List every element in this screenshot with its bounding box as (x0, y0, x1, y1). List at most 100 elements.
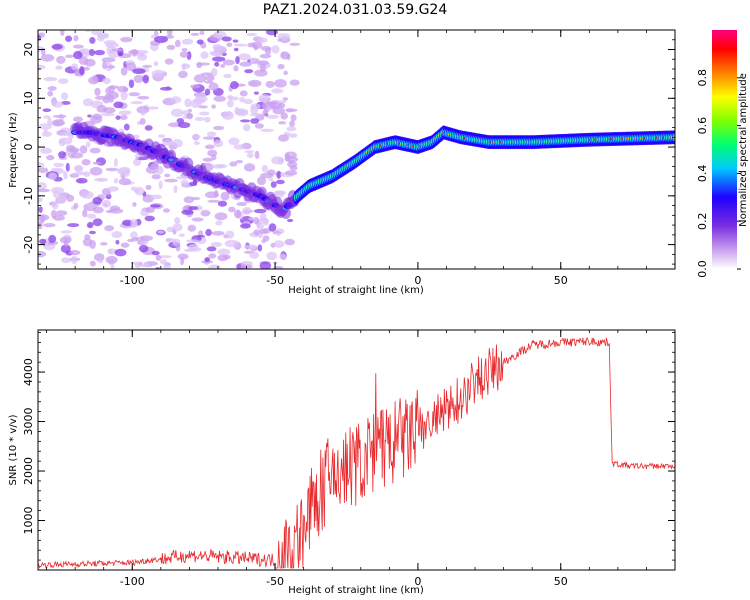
noise-blob (200, 51, 209, 60)
noise-blob (212, 56, 226, 62)
noise-blob (205, 228, 212, 237)
noise-blob (260, 172, 274, 179)
noise-blob (202, 136, 217, 140)
noise-blob (157, 230, 164, 234)
noise-blob (108, 248, 113, 255)
noise-blob (41, 47, 46, 56)
noise-blob (284, 156, 299, 163)
noise-blob (108, 85, 115, 94)
noise-blob (253, 229, 260, 236)
noise-blob (98, 259, 104, 264)
noise-blob (204, 80, 214, 84)
noise-blob (142, 75, 150, 84)
noise-blob (56, 55, 66, 64)
noise-blob (277, 102, 286, 109)
noise-blob (204, 144, 215, 150)
noise-blob (97, 32, 108, 39)
noise-blob (284, 170, 298, 176)
noise-blob (164, 178, 178, 183)
noise-blob (102, 96, 111, 104)
noise-blob (86, 213, 97, 219)
noise-blob (203, 116, 211, 123)
noise-blob (53, 190, 60, 199)
noise-blob (107, 186, 119, 192)
colorbar-tick-label: 0.0 (696, 260, 709, 278)
noise-blob (133, 74, 144, 84)
noise-blob (94, 49, 106, 56)
noise-blob (232, 39, 239, 43)
noise-blob (239, 97, 246, 103)
noise-blob (38, 91, 41, 97)
y-tick-label: 0 (22, 144, 35, 151)
noise-blob (273, 190, 287, 196)
noise-blob (170, 96, 182, 104)
noise-blob (178, 70, 188, 79)
noise-blob (85, 141, 91, 148)
noise-blob (175, 176, 190, 180)
noise-blob (89, 147, 101, 154)
noise-blob (220, 191, 230, 201)
noise-blob (82, 209, 88, 218)
noise-blob (286, 126, 297, 132)
noise-blob (248, 79, 262, 88)
snr-axes: -100 -50 0 50 1000 2000 3000 4000 (22, 330, 676, 588)
x-tick-label: 50 (554, 575, 568, 588)
noise-blob (210, 51, 223, 57)
noise-blob (117, 52, 124, 56)
noise-blob (114, 248, 127, 257)
noise-blob (65, 54, 74, 58)
noise-blob (262, 235, 270, 242)
noise-blob (279, 253, 287, 260)
noise-blob (60, 30, 65, 37)
noise-blob (175, 243, 181, 252)
noise-blob (93, 253, 105, 262)
noise-blob (81, 159, 91, 166)
noise-blob (238, 108, 245, 116)
noise-blob (120, 66, 128, 76)
noise-blob (70, 255, 78, 265)
snr-frame (37, 329, 676, 571)
x-tick-label: -50 (266, 274, 284, 287)
noise-blob (273, 240, 285, 248)
noise-blob (211, 230, 225, 236)
noise-blob (233, 47, 239, 52)
x-tick-label: 50 (554, 274, 568, 287)
noise-blob (60, 131, 75, 137)
noise-blob (220, 64, 226, 68)
noise-blob (120, 91, 128, 101)
noise-blob (53, 162, 65, 168)
noise-blob (202, 157, 214, 162)
y-tick-label: 1000 (22, 507, 35, 535)
noise-blob (113, 177, 119, 184)
noise-blob (235, 56, 240, 65)
noise-blob (230, 80, 239, 90)
noise-blob (200, 209, 211, 217)
noise-blob (38, 188, 51, 193)
noise-blob (92, 196, 103, 205)
noise-blob (61, 257, 71, 264)
noise-blob (258, 228, 268, 235)
y-tick-label: 2000 (22, 457, 35, 485)
noise-blob (41, 131, 52, 137)
noise-blob (100, 242, 108, 246)
noise-blob (243, 98, 253, 105)
noise-blob (132, 68, 146, 75)
noise-blob (188, 244, 199, 251)
spectrogram-ylabel: Frequency (Hz) (8, 112, 19, 188)
colorbar-label: Normalized spectral amplitude (738, 73, 749, 227)
noise-blob (159, 86, 173, 91)
noise-blob (149, 194, 162, 200)
noise-blob (92, 161, 102, 165)
noise-blob (118, 110, 132, 116)
noise-blob (43, 222, 56, 228)
noise-blob (273, 266, 284, 269)
noise-blob (208, 264, 222, 269)
noise-blob (210, 68, 218, 77)
noise-blob (223, 254, 231, 260)
noise-blob (60, 230, 72, 234)
noise-blob (251, 41, 263, 49)
noise-blob (82, 98, 94, 107)
noise-blob (96, 105, 107, 113)
noise-blob (164, 58, 174, 65)
colorbar: 0.0 0.2 0.4 0.6 0.8 Normalized spectral ampl… (696, 30, 749, 278)
